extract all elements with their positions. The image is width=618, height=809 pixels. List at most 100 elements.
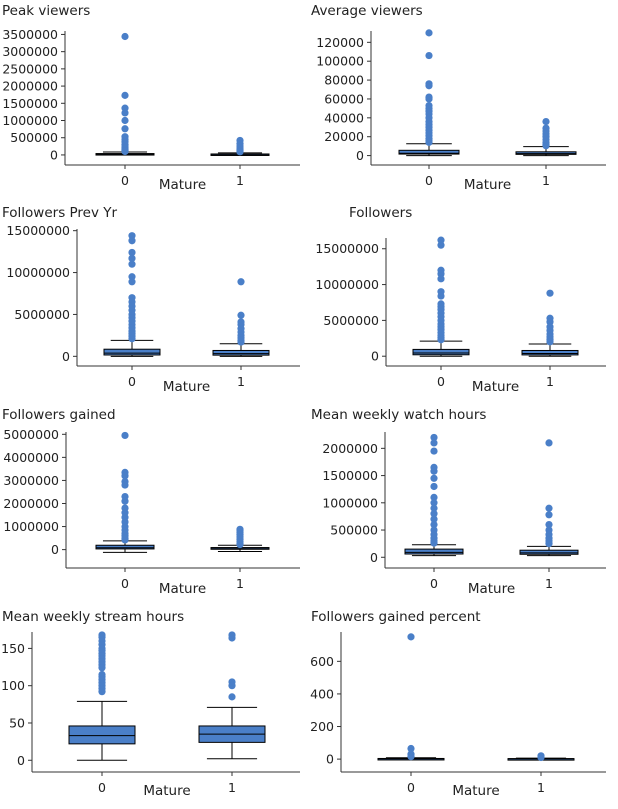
x-tick-label: 0: [430, 576, 438, 591]
outlier-point: [128, 254, 136, 262]
iqr-box: [95, 544, 155, 550]
y-tick-label: 0: [50, 147, 58, 162]
box-mature-0: [95, 32, 155, 156]
iqr-box: [521, 349, 579, 356]
box-mature-1: [212, 278, 270, 357]
y-tick-label: 200: [310, 719, 334, 734]
outlier-point: [545, 511, 553, 519]
outlier-point: [228, 693, 236, 701]
outlier-point: [237, 311, 245, 319]
outlier-point: [425, 51, 433, 60]
y-tick-label: 1000000: [322, 495, 378, 510]
y-tick-label: 0: [326, 752, 334, 767]
y-tick-label: 1000000: [3, 519, 59, 534]
y-tick-label: 10000000: [6, 265, 70, 280]
outlier-point: [546, 289, 554, 297]
y-tick-label: 5000000: [14, 307, 70, 322]
outlier-point: [542, 142, 550, 150]
x-axis-label: Mature: [472, 379, 519, 395]
box-mature-1: [198, 631, 266, 760]
iqr-box: [515, 151, 577, 155]
outlier-point: [430, 539, 438, 547]
outlier-point: [430, 467, 438, 475]
panel-8: Followers gained percent 0 200 400 600 0 1 Matu…: [310, 609, 606, 799]
y-tick-label: 150: [1, 641, 25, 656]
iqr-box: [412, 348, 470, 356]
outlier-point: [228, 682, 236, 690]
outlier-point: [437, 270, 445, 278]
panel-2: Average viewers 0 20000 40000 60000 80000 1000…: [311, 3, 606, 193]
outlier-point: [437, 241, 445, 249]
iqr-box: [404, 548, 464, 555]
iqr-box: [103, 348, 161, 356]
outlier-point: [121, 91, 129, 99]
outlier-point: [121, 125, 129, 133]
y-tick-label: 10000000: [315, 277, 379, 292]
box-mature-0: [103, 232, 161, 357]
outlier-point: [237, 338, 245, 346]
outlier-point: [545, 439, 553, 447]
outlier-point: [237, 278, 245, 286]
y-tick-label: 15000000: [6, 223, 70, 238]
outlier-point: [121, 116, 129, 125]
outlier-point: [236, 540, 244, 549]
outlier-point: [545, 504, 553, 512]
y-tick-label: 2000000: [2, 79, 58, 94]
outlier-point: [98, 664, 106, 672]
y-tick-label: 80000: [324, 73, 364, 88]
outlier-point: [430, 520, 438, 529]
x-tick-label: 0: [407, 780, 415, 795]
y-tick-label: 3000000: [3, 473, 59, 488]
outlier-point: [537, 753, 545, 762]
outlier-point: [121, 109, 129, 117]
box-mature-0: [377, 633, 445, 761]
outlier-point: [542, 118, 550, 126]
outlier-point: [430, 482, 438, 491]
iqr-box: [519, 549, 579, 555]
y-tick-label: 500000: [10, 130, 58, 145]
outlier-point: [430, 499, 438, 507]
y-tick-label: 0: [62, 349, 70, 364]
box-mature-0: [404, 433, 464, 557]
x-tick-label: 0: [98, 780, 106, 795]
y-tick-label: 5000000: [323, 313, 379, 328]
x-tick-label: 1: [542, 173, 550, 188]
outlier-point: [425, 138, 433, 146]
y-tick-label: 2500000: [2, 61, 58, 76]
box-mature-1: [210, 136, 270, 156]
outlier-point: [545, 520, 553, 529]
outlier-point: [430, 474, 438, 482]
outlier-point: [430, 515, 438, 523]
outlier-point: [128, 273, 136, 281]
outlier-point: [430, 510, 438, 518]
y-tick-label: 0: [17, 753, 25, 768]
outlier-point: [121, 481, 129, 489]
panel-title: Average viewers: [311, 3, 423, 19]
outlier-point: [430, 447, 438, 455]
y-tick-label: 1000000: [2, 113, 58, 128]
outlier-point: [425, 82, 433, 90]
outlier-point: [128, 237, 136, 245]
y-tick-label: 3000000: [2, 44, 58, 59]
panel-3: Followers Prev Yr 0 5000000 10000000 1500000…: [2, 205, 300, 395]
outlier-point: [236, 148, 244, 156]
outlier-point: [425, 95, 433, 103]
box-mature-0: [398, 29, 460, 157]
y-tick-label: 2000000: [3, 496, 59, 511]
y-tick-label: 4000000: [3, 450, 59, 465]
x-tick-label: 0: [121, 173, 129, 188]
x-axis-label: Mature: [464, 177, 511, 193]
outlier-point: [437, 292, 445, 300]
x-axis-label: Mature: [452, 783, 499, 799]
outlier-point: [430, 439, 438, 447]
y-tick-label: 40000: [324, 110, 364, 125]
outlier-point: [430, 504, 438, 512]
panel-1: Peak viewers 0 500000 1000000 1500000 2000000…: [2, 3, 300, 193]
x-tick-label: 0: [121, 576, 129, 591]
y-tick-label: 2000000: [322, 441, 378, 456]
outlier-point: [407, 633, 415, 641]
y-tick-label: 500000: [330, 523, 378, 538]
panel-title: Peak viewers: [2, 3, 90, 19]
x-tick-label: 0: [128, 374, 136, 389]
x-tick-label: 0: [437, 374, 445, 389]
